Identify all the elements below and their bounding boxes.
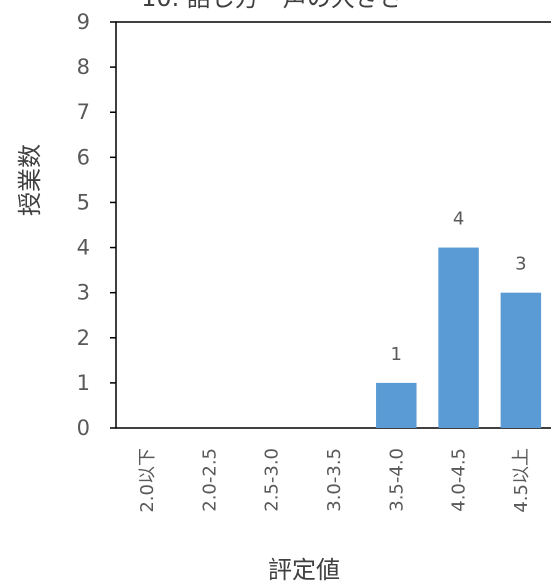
y-tick-label: 1 — [77, 371, 90, 395]
y-tick-label: 5 — [77, 190, 90, 214]
y-tick-label: 6 — [77, 145, 90, 169]
x-category-label: 3.0-3.5 — [324, 448, 345, 512]
plot-area-frame — [115, 21, 551, 429]
y-axis-title: 授業数 — [16, 144, 44, 216]
y-axis-labels: 0 1 2 3 4 5 6 7 8 9 — [77, 10, 90, 440]
x-category-label: 3.5-4.0 — [386, 448, 407, 512]
y-tick-label: 4 — [77, 236, 90, 260]
x-category-label: 2.5-3.0 — [262, 448, 283, 512]
x-category-label: 2.0-2.5 — [199, 448, 220, 512]
bar-data-label: 4 — [453, 209, 464, 230]
bars — [376, 247, 542, 428]
bar — [438, 247, 479, 428]
y-tick-label: 8 — [77, 55, 90, 79]
x-category-label: 2.0以下 — [137, 448, 158, 513]
y-tick-label: 9 — [77, 10, 90, 34]
x-category-label: 4.0-4.5 — [449, 448, 470, 512]
chart-title: 10. 話し方・声の大きさ — [141, 0, 403, 12]
x-axis-labels: 2.0以下 2.0-2.5 2.5-3.0 3.0-3.5 3.5-4.0 4.0-4.5… — [137, 448, 532, 513]
bar-data-label: 1 — [391, 344, 402, 365]
data-labels: 1 4 3 — [391, 209, 527, 365]
y-axis-ticks — [110, 21, 116, 429]
y-tick-label: 2 — [77, 326, 90, 350]
bar-data-label: 3 — [515, 254, 526, 275]
bar — [376, 382, 417, 428]
bar — [500, 292, 542, 428]
y-tick-label: 0 — [77, 416, 90, 440]
x-axis-title: 評定値 — [268, 556, 340, 584]
y-tick-label: 7 — [77, 100, 90, 124]
x-category-label: 4.5以上 — [511, 448, 532, 513]
y-tick-label: 3 — [77, 281, 90, 305]
